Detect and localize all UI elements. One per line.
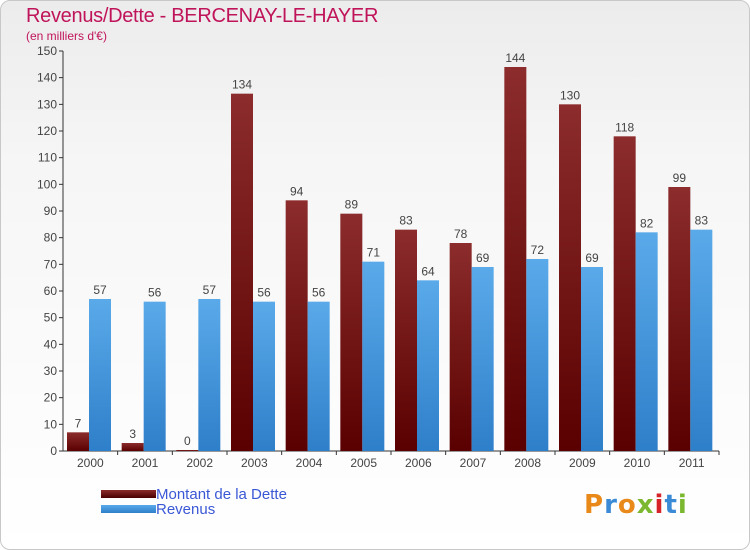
x-tick-label: 2010 [624, 456, 651, 470]
data-label: 3 [129, 427, 136, 441]
y-tick-label: 10 [44, 417, 58, 431]
legend-label-dette: Montant de la Dette [156, 486, 287, 503]
data-label: 71 [367, 246, 381, 260]
bar-dette [67, 432, 89, 451]
logo-letter: i [654, 490, 665, 520]
data-label: 78 [454, 227, 468, 241]
x-tick-label: 2008 [514, 456, 541, 470]
data-label: 83 [399, 214, 413, 228]
bar-dette [668, 187, 691, 451]
bar-dette [285, 200, 308, 451]
data-label: 144 [505, 51, 525, 65]
logo-letter: x [636, 490, 655, 520]
data-label: 82 [640, 216, 654, 230]
x-tick-label: 2000 [77, 456, 104, 470]
bar-dette [340, 213, 363, 451]
bar-revenus [526, 259, 549, 451]
logo-letter: i [677, 490, 688, 520]
logo-letter: t [664, 490, 678, 520]
data-label: 118 [615, 120, 634, 134]
x-tick-label: 2002 [186, 456, 213, 470]
data-label: 0 [184, 434, 191, 448]
data-label: 83 [695, 214, 709, 228]
bar-dette [231, 93, 253, 452]
y-tick-label: 130 [37, 97, 57, 111]
data-label: 57 [203, 283, 217, 297]
x-tick-label: 2005 [350, 456, 377, 470]
bar-revenus [362, 261, 385, 451]
x-tick-label: 2004 [296, 456, 323, 470]
data-label: 56 [148, 286, 162, 300]
chart-title: Revenus/Dette - BERCENAY-LE-HAYER [26, 5, 379, 27]
x-tick-label: 2011 [679, 456, 705, 470]
y-tick-label: 120 [37, 124, 57, 138]
bar-dette [449, 243, 472, 451]
data-label: 72 [531, 243, 545, 257]
data-label: 134 [232, 78, 252, 92]
y-tick-label: 50 [44, 311, 58, 325]
y-tick-label: 80 [44, 231, 58, 245]
data-label: 99 [673, 171, 687, 185]
data-label: 69 [476, 251, 490, 265]
y-tick-label: 140 [37, 71, 57, 85]
y-tick-label: 100 [37, 177, 57, 191]
data-label: 69 [585, 251, 599, 265]
y-tick-label: 60 [44, 284, 58, 298]
data-label: 94 [290, 184, 304, 198]
bar-dette [504, 67, 527, 451]
y-tick-label: 0 [50, 444, 57, 458]
y-tick-label: 30 [44, 364, 58, 378]
bar-dette [176, 450, 199, 451]
x-tick-label: 2007 [460, 456, 487, 470]
bar-revenus [143, 301, 166, 451]
y-tick-label: 70 [44, 257, 58, 271]
x-tick-label: 2006 [405, 456, 432, 470]
bar-revenus [89, 299, 111, 451]
y-tick-label: 90 [44, 204, 58, 218]
y-tick-label: 40 [44, 337, 58, 351]
x-tick-label: 2003 [241, 456, 268, 470]
bar-revenus [471, 267, 494, 451]
logo-letter: P [584, 490, 605, 520]
logo-letter: o [617, 490, 637, 520]
data-label: 130 [560, 88, 580, 102]
chart-subtitle: (en milliers d'€) [26, 29, 107, 43]
bar-dette [395, 229, 417, 451]
data-label: 89 [345, 198, 359, 212]
x-tick-label: 2009 [569, 456, 596, 470]
y-tick-label: 20 [44, 391, 58, 405]
bar-dette [121, 443, 144, 451]
bar-revenus [581, 267, 603, 451]
data-label: 7 [75, 416, 82, 430]
bar-dette [613, 136, 636, 452]
legend-swatch-dette [101, 490, 156, 498]
data-label: 57 [93, 283, 107, 297]
logo-letter: r [604, 490, 618, 520]
data-label: 56 [257, 286, 271, 300]
y-tick-label: 150 [37, 44, 57, 58]
bar-revenus [253, 301, 275, 451]
legend-label-revenus: Revenus [156, 501, 216, 518]
bar-revenus [198, 299, 221, 451]
data-label: 56 [312, 286, 326, 300]
bar-revenus [417, 280, 439, 451]
bar-revenus [307, 301, 330, 451]
proxiti-logo: Proxiti [584, 490, 688, 520]
bar-revenus [635, 232, 658, 451]
y-tick-label: 110 [38, 151, 57, 165]
data-label: 64 [421, 264, 435, 278]
bar-revenus [690, 229, 713, 451]
bar-dette [559, 104, 581, 451]
x-tick-label: 2001 [132, 456, 159, 470]
legend-swatch-revenus [101, 505, 156, 513]
